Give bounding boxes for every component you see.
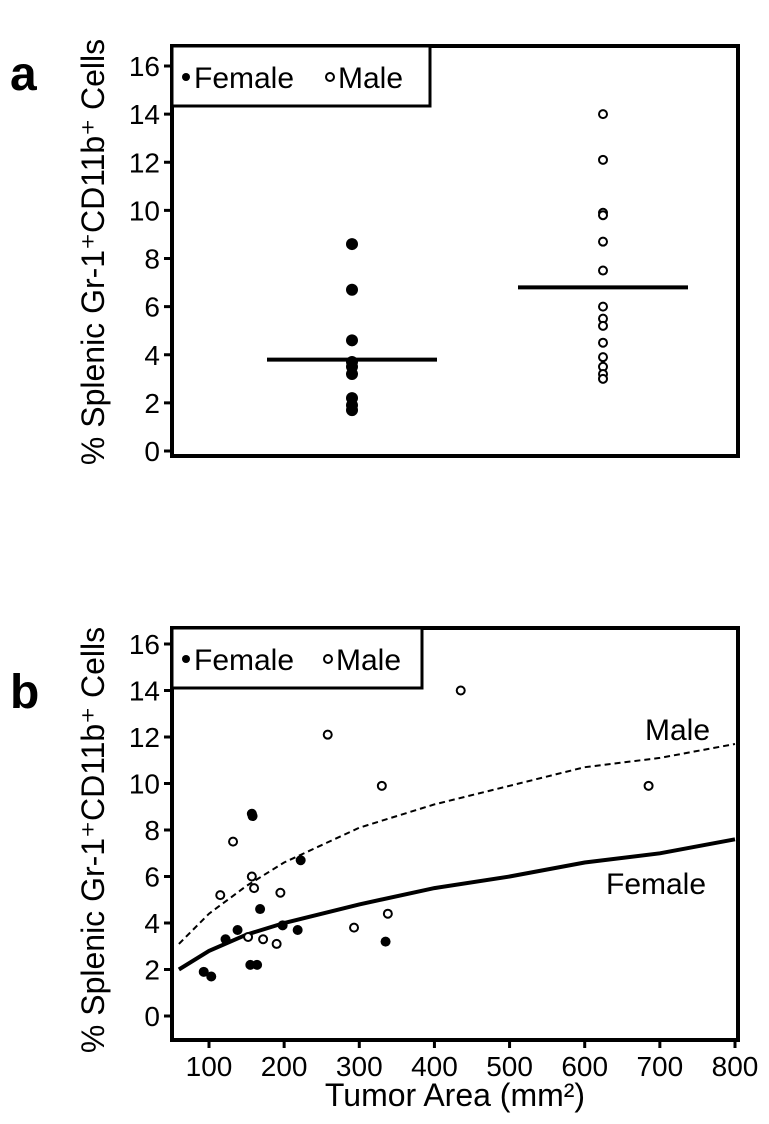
female-fit-curve xyxy=(177,837,736,972)
y-tick-label: 6 xyxy=(144,862,160,893)
x-tick-label: 200 xyxy=(261,1051,308,1082)
male-point xyxy=(275,887,286,898)
female-point xyxy=(247,811,258,822)
male-point xyxy=(598,320,608,331)
y-tick-label: 2 xyxy=(144,955,160,986)
panel-a-label: a xyxy=(10,48,37,101)
male-point xyxy=(376,780,387,791)
x-tick-label: 800 xyxy=(712,1051,759,1082)
male-point xyxy=(249,883,260,894)
female-point xyxy=(220,934,231,945)
panel-a-legend-female: Female xyxy=(194,62,294,95)
y-tick-label: 0 xyxy=(144,436,160,467)
panel-b-y-axis: 0 2 4 6 8 10 12 14 16 xyxy=(129,629,172,1032)
female-point xyxy=(206,971,217,982)
male-point xyxy=(228,836,239,847)
x-tick-label: 500 xyxy=(486,1051,533,1082)
y-tick-label: 0 xyxy=(144,1001,160,1032)
y-tick-label: 8 xyxy=(144,815,160,846)
panel-a: a 0 2 4 6 8 10 12 14 16 Female Male % Splenic Gr… xyxy=(10,39,740,467)
panel-a-legend-box xyxy=(170,44,432,108)
x-tick-label: 600 xyxy=(561,1051,608,1082)
male-point xyxy=(598,154,608,165)
panel-a-plot-frame xyxy=(170,44,740,458)
male-point xyxy=(271,938,282,949)
panel-a-y-axis: 0 2 4 6 8 10 12 14 16 xyxy=(129,51,172,467)
panel-b-legend-male: Male xyxy=(336,644,401,677)
y-tick-label: 14 xyxy=(129,99,160,130)
y-tick-label: 10 xyxy=(129,769,160,800)
female-point xyxy=(346,368,358,380)
male-fit-curve xyxy=(178,743,736,945)
male-point xyxy=(598,301,608,312)
male-point xyxy=(598,373,608,384)
y-tick-label: 10 xyxy=(129,195,160,226)
legend-male-marker xyxy=(323,654,333,664)
male-point xyxy=(598,265,608,276)
y-tick-label: 14 xyxy=(129,676,160,707)
panel-a-legend-male: Male xyxy=(338,62,403,95)
male-point xyxy=(349,922,360,933)
panel-b-points xyxy=(198,685,654,982)
y-tick-label: 16 xyxy=(129,629,160,660)
y-tick-label: 2 xyxy=(144,388,160,419)
female-point xyxy=(346,404,358,417)
x-tick-label: 300 xyxy=(336,1051,383,1082)
female-point xyxy=(232,924,243,935)
panel-b-legend-box xyxy=(170,626,424,690)
male-point xyxy=(598,210,608,221)
female-point xyxy=(346,238,358,251)
panel-b-y-axis-label: % Splenic Gr-1⁺CD11b⁺ Cells xyxy=(75,627,111,1053)
panel-a-means xyxy=(267,285,688,362)
female-point xyxy=(198,966,209,977)
female-point xyxy=(277,920,288,931)
x-tick-label: 100 xyxy=(186,1051,233,1082)
panel-a-points xyxy=(346,109,608,417)
panel-b-legend-female: Female xyxy=(194,644,294,677)
male-fit-label: Male xyxy=(645,714,710,747)
male-point xyxy=(598,352,608,363)
female-point xyxy=(380,936,391,947)
female-point xyxy=(346,283,358,296)
y-tick-label: 6 xyxy=(144,292,160,323)
legend-female-marker xyxy=(182,655,190,663)
female-point xyxy=(292,924,303,935)
y-tick-label: 8 xyxy=(144,244,160,275)
panel-b: b 0 2 4 6 8 10 12 14 16 100 200 300 400 500 600 700 800… xyxy=(10,626,759,1113)
panel-b-label: b xyxy=(10,666,39,719)
male-point xyxy=(215,890,226,901)
male-point xyxy=(598,109,608,120)
male-point xyxy=(243,931,254,942)
female-point xyxy=(346,334,358,347)
legend-female-marker xyxy=(182,73,190,81)
y-tick-label: 12 xyxy=(129,722,160,753)
male-point xyxy=(322,729,333,740)
x-tick-label: 700 xyxy=(636,1051,683,1082)
panel-b-plot-frame xyxy=(170,626,740,1042)
female-fit-label: Female xyxy=(606,868,706,901)
male-point xyxy=(598,337,608,348)
y-tick-label: 4 xyxy=(144,340,160,371)
female-point xyxy=(255,904,266,915)
panel-a-y-axis-label: % Splenic Gr-1⁺CD11b⁺ Cells xyxy=(75,39,111,465)
female-point xyxy=(295,855,306,866)
male-point xyxy=(643,780,654,791)
panel-b-x-axis: 100 200 300 400 500 600 700 800 xyxy=(186,1040,759,1082)
female-point xyxy=(252,959,263,970)
y-tick-label: 16 xyxy=(129,51,160,82)
panel-b-x-axis-label: Tumor Area (mm²) xyxy=(325,1077,585,1113)
x-tick-label: 400 xyxy=(411,1051,458,1082)
male-point xyxy=(382,908,393,919)
y-tick-label: 4 xyxy=(144,908,160,939)
male-point xyxy=(246,871,257,882)
legend-male-marker xyxy=(325,72,335,82)
male-point xyxy=(258,934,269,945)
y-tick-label: 12 xyxy=(129,147,160,178)
male-point xyxy=(598,236,608,247)
male-point xyxy=(455,685,466,696)
